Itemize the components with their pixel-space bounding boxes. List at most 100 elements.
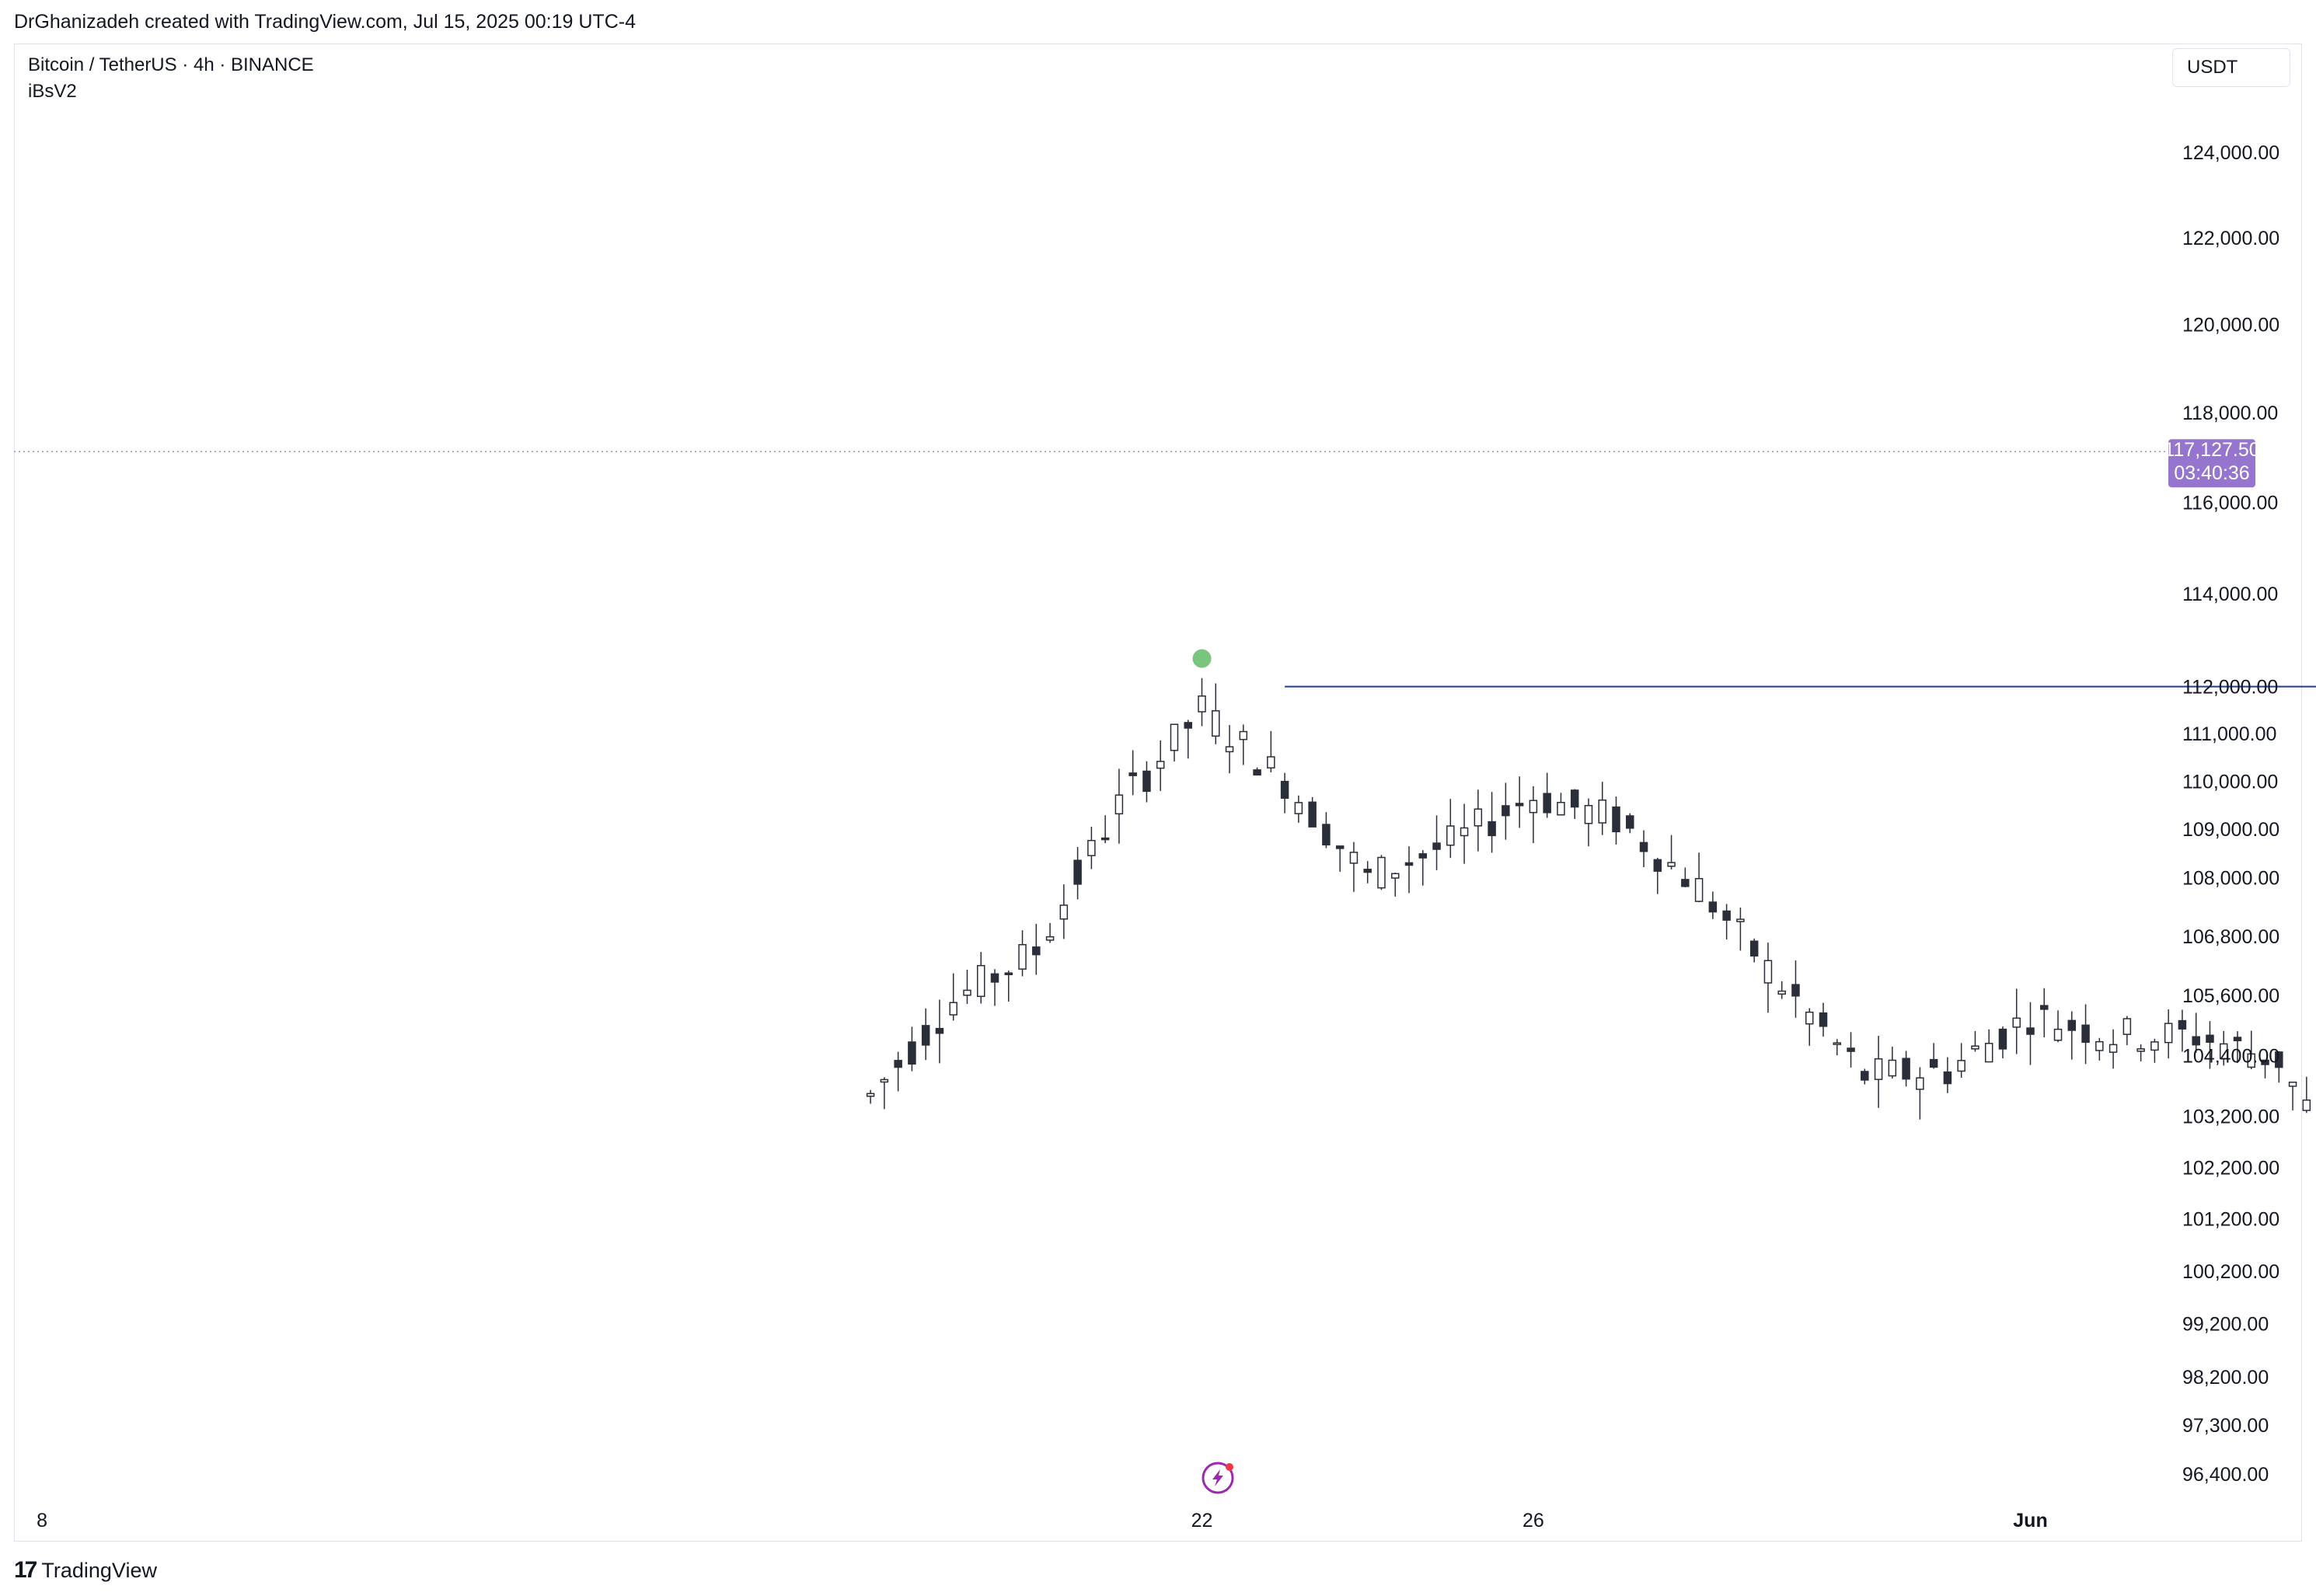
candle	[1322, 812, 1331, 849]
candle-body	[1460, 827, 1469, 837]
candle-body	[2233, 1037, 2242, 1042]
candle	[1446, 799, 1455, 859]
candle	[1708, 891, 1718, 919]
time-axis[interactable]: 82226Jun5913172125Jul5913172125Aug591317…	[37, 1510, 2316, 1532]
candle	[935, 999, 944, 1064]
candle-body	[2164, 1023, 2173, 1044]
candle	[921, 1008, 930, 1061]
x-tick-label: Jun	[2013, 1510, 2047, 1532]
price-tag-box	[2168, 439, 2255, 488]
candle-body	[2206, 1034, 2214, 1044]
tradingview-logo[interactable]: 17 TradingView	[14, 1557, 157, 1584]
candle	[1460, 803, 1469, 864]
pivot-dot	[1192, 649, 1212, 668]
y-tick-label: 97,300.00	[2182, 1415, 2269, 1437]
candle-body	[1888, 1059, 1897, 1077]
candle	[1032, 923, 1041, 975]
candle	[2178, 1009, 2187, 1052]
candle-body	[1943, 1071, 1952, 1085]
symbol-title[interactable]: Bitcoin / TetherUS · 4h · BINANCE	[28, 54, 314, 75]
candle-body	[1212, 710, 1220, 737]
candle-body	[935, 1027, 944, 1034]
y-tick-label: 109,000.00	[2182, 819, 2279, 841]
candle	[2136, 1044, 2145, 1061]
candle-body	[2247, 1053, 2256, 1068]
candle-body	[2108, 1044, 2118, 1053]
candle	[2122, 1016, 2132, 1046]
y-tick-label: 99,200.00	[2182, 1314, 2269, 1336]
candle-body	[1073, 859, 1082, 885]
candle	[2026, 1002, 2035, 1065]
candle-body	[1100, 837, 1110, 841]
candle	[1390, 873, 1400, 897]
candle-body	[1432, 842, 1441, 850]
candle-body	[1557, 802, 1565, 816]
indicator-label[interactable]: iBsV2	[28, 81, 77, 102]
candle-body	[921, 1025, 930, 1046]
candle-body	[1377, 856, 1386, 889]
candle-body	[1267, 756, 1275, 768]
candle	[1418, 850, 1428, 886]
candle-body	[1847, 1047, 1855, 1052]
candle-body	[1653, 859, 1662, 872]
candle-body	[1681, 879, 1690, 887]
candle-body	[963, 989, 971, 996]
candle-body	[866, 1092, 875, 1097]
candle-body	[1404, 862, 1414, 866]
candle	[2233, 1031, 2242, 1064]
candle	[1667, 835, 1676, 869]
candle-body	[1598, 799, 1606, 824]
candle	[976, 952, 985, 1004]
candle	[1971, 1030, 1979, 1052]
candle	[2247, 1030, 2256, 1070]
candle	[1114, 768, 1124, 844]
candle	[1984, 1029, 1993, 1063]
candle	[1018, 930, 1027, 977]
candle	[1861, 1068, 1869, 1085]
lightning-icon[interactable]	[1202, 1462, 1234, 1494]
candle-body	[908, 1041, 916, 1065]
candle	[963, 969, 971, 1004]
candle	[1529, 786, 1538, 844]
candle	[1653, 857, 1662, 894]
candle-body	[1488, 821, 1496, 837]
candle-body	[990, 973, 999, 983]
candle-body	[1446, 825, 1455, 846]
candle-body	[2067, 1019, 2077, 1031]
candle	[990, 969, 999, 1006]
candle-body	[1390, 873, 1400, 879]
candle	[2012, 988, 2021, 1054]
candle	[2108, 1029, 2118, 1069]
candle	[1184, 720, 1192, 759]
candle-body	[2192, 1036, 2200, 1046]
price-axis[interactable]: 124,000.00 122,000.00 120,000.00 118,000.00…	[2182, 142, 2279, 1486]
current-price-label: 117,127.50	[2164, 439, 2259, 461]
candle-body	[1998, 1028, 2007, 1050]
candle-body	[1694, 878, 1704, 902]
currency-button[interactable]: USDT	[2172, 48, 2290, 87]
candle-body	[1032, 946, 1041, 956]
candle-body	[1861, 1071, 1869, 1081]
candle	[1377, 855, 1386, 890]
candle	[2164, 1009, 2173, 1059]
candle-body	[1087, 839, 1096, 856]
candle-body	[1515, 803, 1524, 807]
candle	[1791, 960, 1800, 1018]
y-tick-label: 96,400.00	[2182, 1464, 2269, 1486]
candle	[2081, 1004, 2090, 1065]
y-tick-label: 122,000.00	[2182, 228, 2279, 249]
candle	[1957, 1043, 1965, 1079]
candle-body	[1156, 761, 1165, 769]
candle	[1584, 798, 1593, 847]
candle	[1170, 723, 1179, 762]
candle	[1335, 845, 1345, 872]
candle	[1212, 683, 1220, 744]
candle	[894, 1051, 902, 1092]
candle-body	[1045, 936, 1055, 941]
y-tick-label: 118,000.00	[2182, 402, 2278, 424]
candle-body	[2150, 1041, 2159, 1051]
candle-body	[1763, 960, 1773, 984]
candle	[1805, 1008, 1814, 1046]
candle-body	[2122, 1018, 2132, 1035]
